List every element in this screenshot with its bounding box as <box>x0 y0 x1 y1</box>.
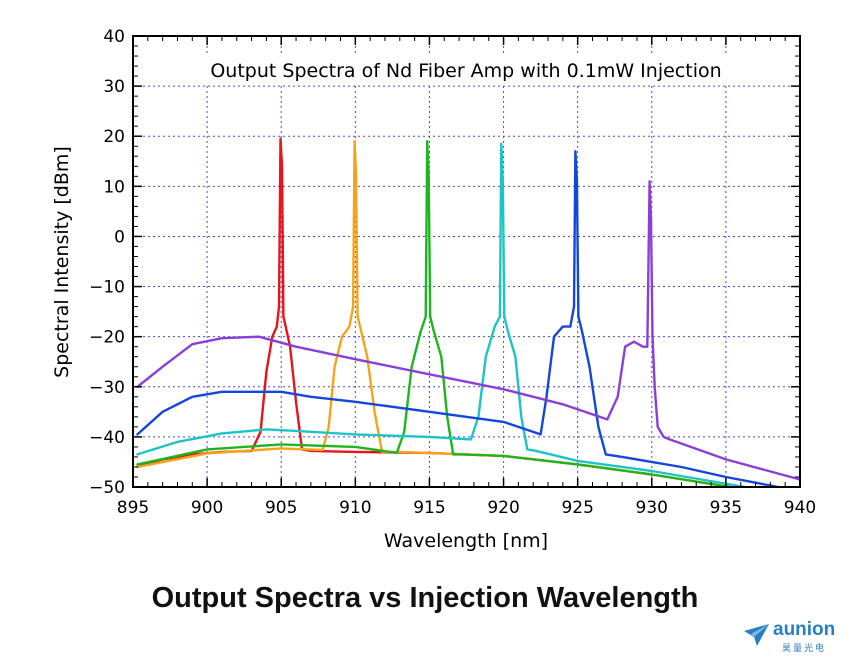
y-tick-label: 40 <box>103 27 125 47</box>
y-axis-title: Spectral Intensity [dBm] <box>51 146 73 378</box>
x-tick-label: 925 <box>561 498 593 518</box>
series-line-6 <box>136 180 802 481</box>
series-line-4 <box>136 142 747 489</box>
x-tick-label: 910 <box>339 498 371 518</box>
axis-ticks <box>132 35 801 488</box>
x-tick-label: 915 <box>413 498 445 518</box>
y-tick-label: 30 <box>103 77 125 97</box>
company-logo: aunion 昊量光电 <box>742 618 842 654</box>
y-tick-label: −50 <box>89 478 125 498</box>
chart-title: Output Spectra of Nd Fiber Amp with 0.1m… <box>210 60 721 82</box>
x-tick-label: 900 <box>191 498 223 518</box>
x-tick-labels: 895 900 905 910 915 920 925 930 935 940 <box>117 498 816 518</box>
x-tick-label: 935 <box>710 498 742 518</box>
slide-caption: Output Spectra vs Injection Wavelength <box>151 582 699 614</box>
chart-svg: 895 900 905 910 915 920 925 930 935 940 40 30 20 10 0… <box>51 27 816 552</box>
y-tick-label: 0 <box>114 227 125 247</box>
title-background <box>165 56 763 84</box>
x-tick-label: 940 <box>784 498 816 518</box>
series-line-2 <box>136 139 732 489</box>
y-tick-label: −20 <box>89 328 125 348</box>
x-tick-label: 905 <box>265 498 297 518</box>
y-tick-label: −10 <box>89 278 125 298</box>
series-line-5 <box>136 150 779 489</box>
plot-frame <box>132 35 801 488</box>
paper-plane-icon <box>744 624 769 646</box>
y-tick-label: −40 <box>89 428 125 448</box>
y-tick-label: 10 <box>103 177 125 197</box>
y-tick-label: 20 <box>103 127 125 147</box>
logo-subtext: 昊量光电 <box>782 644 827 654</box>
logo-wordmark: aunion <box>773 619 836 640</box>
x-axis-title: Wavelength [nm] <box>384 530 548 552</box>
x-tick-label: 920 <box>487 498 519 518</box>
y-tick-labels: 40 30 20 10 0 −10 −20 −30 −40 −50 <box>89 27 125 498</box>
series-line-1 <box>136 137 732 489</box>
x-tick-label: 895 <box>117 498 149 518</box>
series-group <box>136 137 802 489</box>
y-tick-label: −30 <box>89 378 125 398</box>
grid-lines <box>133 36 800 487</box>
series-line-3 <box>136 139 732 489</box>
x-tick-label: 930 <box>636 498 668 518</box>
